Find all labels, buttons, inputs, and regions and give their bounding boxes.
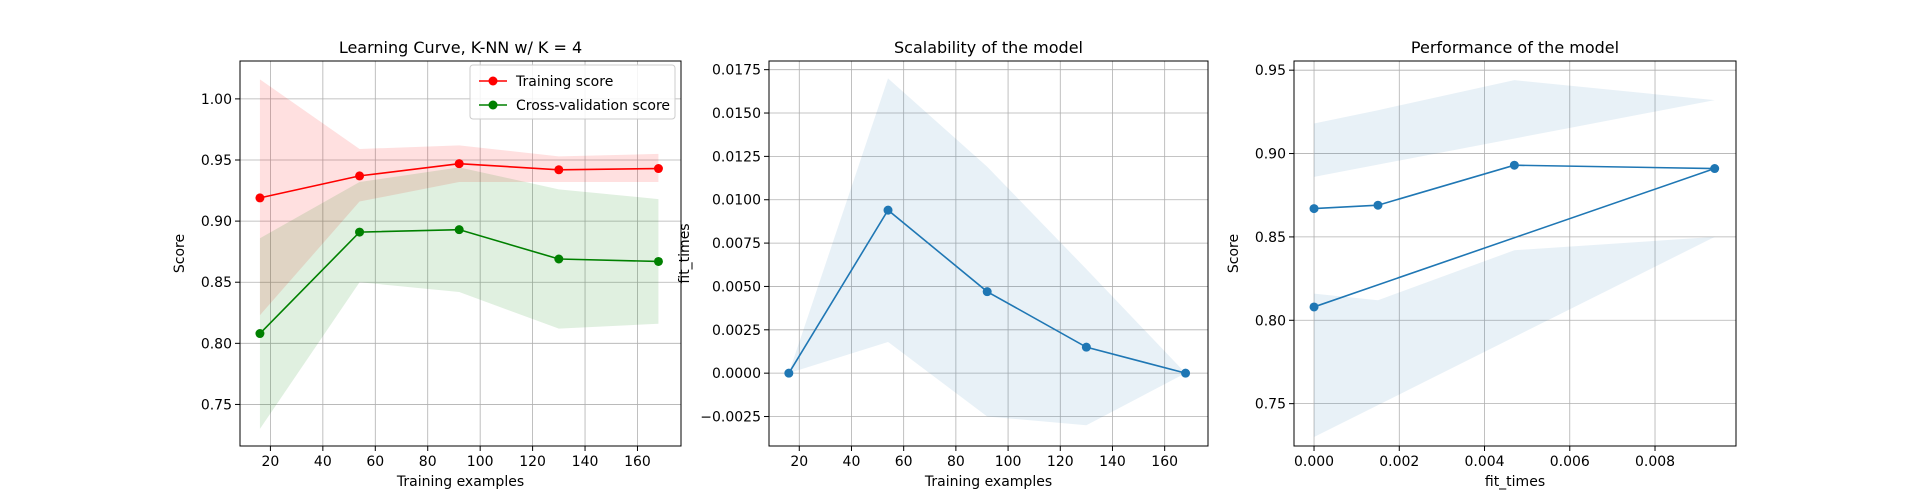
grid: [769, 61, 1208, 446]
axes-frame: [1293, 60, 1737, 447]
x-tick-label: 0.000: [1294, 454, 1334, 470]
std-band-1: [788, 78, 1186, 426]
data-point: [454, 159, 464, 169]
x-tick-label: 20: [261, 454, 279, 470]
y-tick-label: 0.0000: [712, 366, 761, 382]
legend-marker: [488, 76, 498, 86]
y-tick-label: 0.0100: [712, 193, 761, 209]
y-tick-label: 0.95: [1255, 63, 1286, 79]
data-point: [1509, 160, 1519, 170]
x-axis-label: Training examples: [924, 474, 1052, 490]
legend: Training score Cross-validation score: [469, 64, 676, 120]
legend-box: [469, 64, 676, 120]
y-axis-label: fit_times: [677, 223, 693, 283]
y-tick-label: 0.80: [1255, 313, 1286, 329]
data-point: [255, 329, 265, 339]
data-point: [1181, 368, 1191, 378]
y-tick-label: 0.0175: [712, 63, 761, 79]
y-tick-label: 0.0150: [712, 106, 761, 122]
y-tick-label: 0.0075: [712, 236, 761, 252]
x-tick-label: 140: [572, 454, 599, 470]
x-tick-label: 40: [314, 454, 332, 470]
chart-title: Learning Curve, K-NN w/ K = 4: [339, 38, 582, 57]
x-tick-label: 20: [790, 454, 808, 470]
std-band-1: [1314, 80, 1715, 438]
data-point: [454, 225, 464, 235]
y-axis-label: Score: [172, 234, 188, 273]
y-axis-label: Score: [1226, 234, 1242, 273]
x-tick-label: 160: [624, 454, 651, 470]
x-tick-label: 40: [843, 454, 861, 470]
x-axis-label: Training examples: [396, 474, 524, 490]
legend-marker: [488, 100, 498, 110]
y-tick-label: 0.80: [201, 336, 232, 352]
data-point: [883, 205, 893, 215]
data-point: [554, 254, 564, 264]
x-tick-label: 140: [1099, 454, 1126, 470]
x-tick-label: 100: [467, 454, 494, 470]
axes-frame: [239, 60, 682, 447]
x-tick-label: 60: [895, 454, 913, 470]
data-point: [554, 165, 564, 175]
y-tick-label: 0.95: [201, 153, 232, 169]
data-point: [1710, 164, 1720, 174]
y-tick-label: 0.0125: [712, 149, 761, 165]
data-point: [982, 287, 992, 297]
data-point: [784, 368, 794, 378]
chart-panel-2: 20 40 60 80 100 120 140 160 −0.0025 0.0000 0.0025 0…: [677, 38, 1209, 490]
x-tick-label: 80: [419, 454, 437, 470]
chart-title: Scalability of the model: [894, 38, 1083, 57]
y-tick-label: 0.75: [201, 397, 232, 413]
chart-panel-3: 0.000 0.002 0.004 0.006 0.008 0.75 0.80 0.85 0.9…: [1226, 38, 1737, 490]
y-tick-label: 0.85: [201, 275, 232, 291]
x-tick-label: 0.002: [1379, 454, 1419, 470]
grid: [1294, 61, 1736, 446]
chart-title: Performance of the model: [1411, 38, 1619, 57]
y-tick-label: 0.0025: [712, 323, 761, 339]
data-point: [653, 256, 663, 266]
chart-panel-1: 20 40 60 80 100 120 140 160 0.75 0.80 0.85 0.90 0.95…: [172, 38, 682, 490]
data-point: [355, 171, 365, 181]
x-tick-label: 60: [366, 454, 384, 470]
data-point: [653, 164, 663, 174]
x-axis-label: fit_times: [1485, 474, 1545, 490]
data-point: [1309, 204, 1319, 214]
x-tick-label: 160: [1151, 454, 1178, 470]
data-point: [255, 193, 265, 203]
y-tick-label: 1.00: [201, 92, 232, 108]
y-tick-label: 0.75: [1255, 397, 1286, 413]
y-tick-label: −0.0025: [700, 410, 761, 426]
x-tick-label: 0.006: [1550, 454, 1590, 470]
legend-label: Training score: [515, 74, 613, 90]
y-tick-label: 0.90: [201, 214, 232, 230]
axes-frame: [768, 60, 1209, 447]
legend-label: Cross-validation score: [516, 98, 670, 114]
x-tick-label: 0.008: [1635, 454, 1675, 470]
x-tick-label: 120: [519, 454, 546, 470]
x-tick-label: 100: [995, 454, 1022, 470]
y-tick-label: 0.85: [1255, 230, 1286, 246]
data-point: [1309, 302, 1319, 312]
std-band-1: [259, 79, 659, 316]
y-tick-label: 0.90: [1255, 147, 1286, 163]
x-tick-label: 0.004: [1464, 454, 1504, 470]
x-tick-label: 80: [947, 454, 965, 470]
x-tick-label: 120: [1047, 454, 1074, 470]
data-point: [1373, 200, 1383, 210]
data-point: [355, 227, 365, 237]
y-tick-label: 0.0050: [712, 279, 761, 295]
std-band-2: [259, 167, 659, 429]
data-point: [1081, 342, 1091, 352]
